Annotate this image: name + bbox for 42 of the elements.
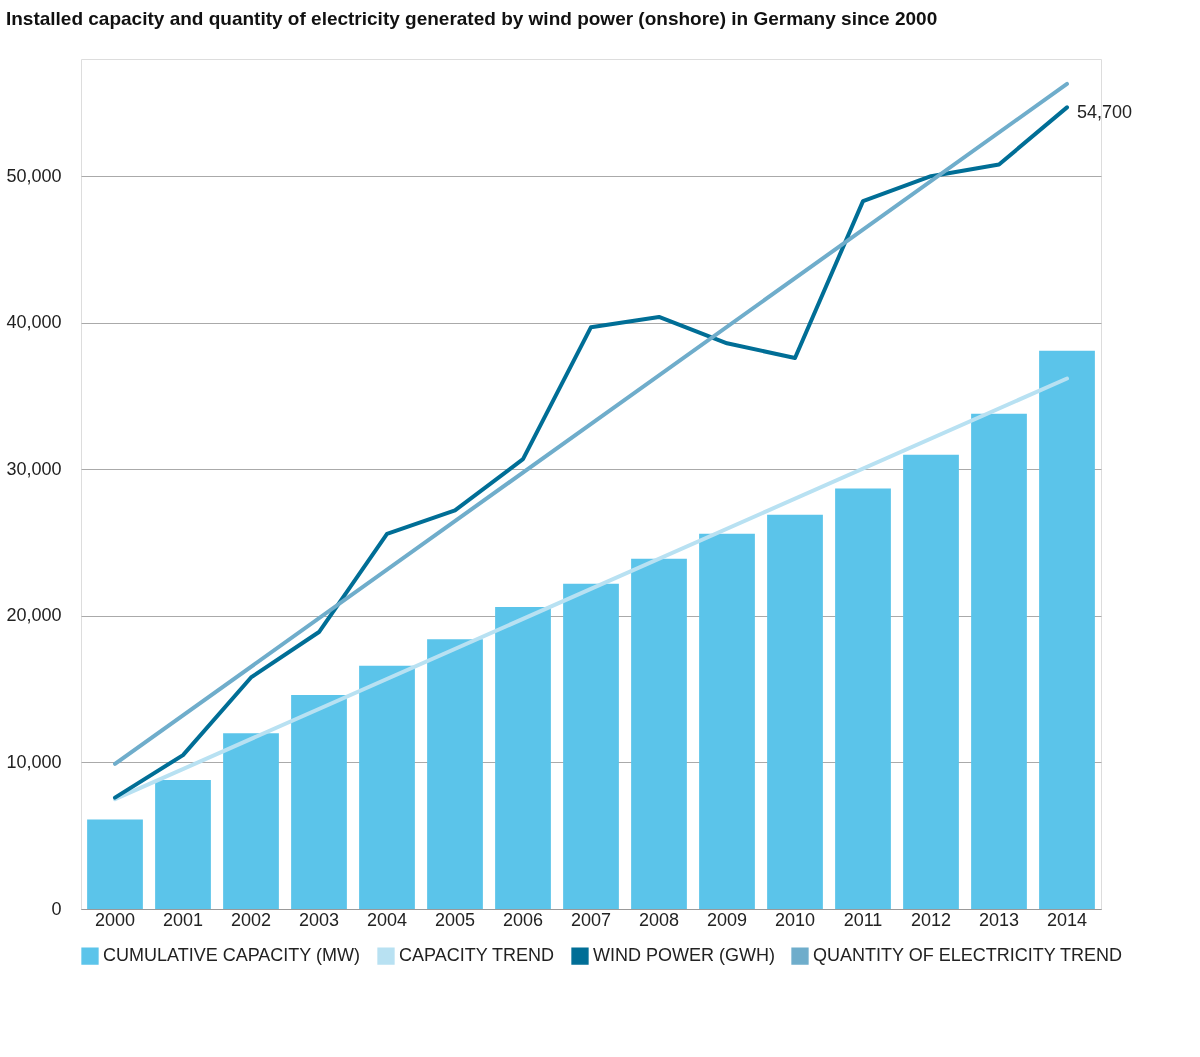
- x-tick-label: 2002: [230, 909, 272, 930]
- chart-title: Installed capacity and quantity of electricity generated by wind power (onshore) in Germany since 2000: [5, 8, 938, 29]
- x-tick-label: 2012: [910, 909, 952, 930]
- x-tick-label: 2006: [502, 909, 544, 930]
- bar: [87, 819, 143, 909]
- legend-label: CAPACITY TREND: [399, 945, 555, 966]
- y-tick-label: 20,000: [6, 605, 62, 626]
- bar: [291, 695, 347, 909]
- bar: [359, 665, 415, 909]
- x-tick-label: 2001: [162, 909, 204, 930]
- x-tick-label: 2000: [94, 909, 136, 930]
- x-tick-label: 2010: [774, 909, 816, 930]
- bar: [155, 780, 211, 909]
- legend-label: WIND POWER (GWH): [593, 945, 775, 966]
- bar: [699, 533, 755, 909]
- legend-label: QUANTITY OF ELECTRICITY TREND: [813, 945, 1123, 966]
- bar: [495, 607, 551, 909]
- x-tick-label: 2013: [978, 909, 1020, 930]
- x-tick-label: 2011: [843, 909, 883, 930]
- y-tick-label: 40,000: [6, 312, 62, 333]
- x-tick-label: 2014: [1046, 909, 1088, 930]
- bar: [1039, 350, 1095, 909]
- x-tick-label: 2008: [638, 909, 680, 930]
- y-tick-label: 50,000: [6, 165, 62, 186]
- x-tick-label: 2009: [706, 909, 748, 930]
- bar: [563, 583, 619, 909]
- legend-label: CUMULATIVE CAPACITY (MW): [103, 945, 361, 966]
- bar: [427, 639, 483, 909]
- x-tick-label: 2007: [570, 909, 612, 930]
- y-tick-label: 10,000: [6, 751, 62, 772]
- x-tick-label: 2004: [366, 909, 408, 930]
- bar: [835, 488, 891, 909]
- bar: [767, 514, 823, 909]
- bar: [971, 413, 1027, 909]
- y-tick-label: 0: [51, 898, 62, 919]
- bar: [223, 733, 279, 909]
- x-tick-label: 2003: [298, 909, 340, 930]
- bar: [631, 558, 687, 909]
- y-tick-label: 30,000: [6, 458, 62, 479]
- data-label: 54,700: [1077, 102, 1133, 123]
- x-tick-label: 2005: [434, 909, 476, 930]
- bar: [903, 454, 959, 909]
